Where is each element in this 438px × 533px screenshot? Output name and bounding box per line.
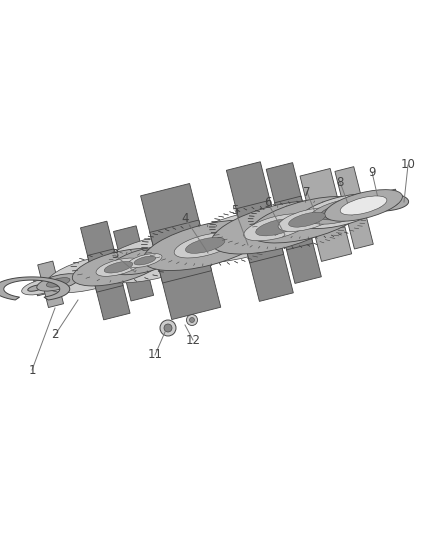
Ellipse shape bbox=[143, 220, 267, 271]
Ellipse shape bbox=[278, 208, 336, 231]
Ellipse shape bbox=[319, 203, 362, 220]
Polygon shape bbox=[226, 162, 293, 301]
Text: 8: 8 bbox=[336, 175, 344, 189]
Text: 6: 6 bbox=[264, 197, 272, 209]
Ellipse shape bbox=[128, 254, 162, 268]
Ellipse shape bbox=[28, 285, 43, 291]
Ellipse shape bbox=[223, 203, 338, 249]
Ellipse shape bbox=[190, 237, 228, 252]
Polygon shape bbox=[88, 249, 123, 292]
Polygon shape bbox=[113, 226, 154, 301]
Ellipse shape bbox=[306, 195, 384, 226]
Polygon shape bbox=[275, 196, 313, 250]
Ellipse shape bbox=[46, 255, 138, 293]
Ellipse shape bbox=[289, 212, 325, 227]
Text: 3: 3 bbox=[111, 248, 119, 262]
Ellipse shape bbox=[131, 247, 182, 268]
Ellipse shape bbox=[216, 225, 270, 247]
Polygon shape bbox=[38, 261, 64, 308]
Polygon shape bbox=[81, 221, 130, 320]
Ellipse shape bbox=[257, 217, 304, 236]
Polygon shape bbox=[236, 200, 284, 263]
Text: 2: 2 bbox=[51, 328, 59, 342]
Ellipse shape bbox=[386, 195, 402, 201]
Polygon shape bbox=[335, 167, 373, 249]
Ellipse shape bbox=[46, 278, 70, 287]
Ellipse shape bbox=[108, 261, 136, 272]
Ellipse shape bbox=[134, 256, 156, 265]
Ellipse shape bbox=[187, 314, 198, 326]
Ellipse shape bbox=[21, 278, 64, 295]
Polygon shape bbox=[349, 193, 409, 211]
Ellipse shape bbox=[223, 228, 262, 244]
Ellipse shape bbox=[256, 219, 298, 236]
Text: 5: 5 bbox=[231, 204, 239, 216]
Ellipse shape bbox=[104, 261, 133, 273]
Ellipse shape bbox=[309, 198, 373, 224]
Text: 11: 11 bbox=[148, 349, 162, 361]
Text: 9: 9 bbox=[368, 166, 376, 179]
Ellipse shape bbox=[298, 194, 384, 229]
Ellipse shape bbox=[268, 201, 353, 236]
Polygon shape bbox=[300, 168, 352, 261]
Polygon shape bbox=[150, 220, 212, 283]
Ellipse shape bbox=[94, 232, 218, 283]
Ellipse shape bbox=[74, 266, 110, 281]
Polygon shape bbox=[0, 277, 70, 300]
Ellipse shape bbox=[174, 233, 236, 258]
Ellipse shape bbox=[37, 274, 80, 291]
Text: 10: 10 bbox=[401, 158, 415, 172]
Ellipse shape bbox=[244, 214, 310, 241]
Polygon shape bbox=[79, 189, 399, 285]
Ellipse shape bbox=[250, 197, 364, 243]
Polygon shape bbox=[119, 247, 148, 280]
Ellipse shape bbox=[160, 320, 176, 336]
Ellipse shape bbox=[177, 209, 309, 263]
Ellipse shape bbox=[96, 258, 141, 276]
Ellipse shape bbox=[88, 252, 157, 280]
Ellipse shape bbox=[185, 237, 225, 253]
Text: 7: 7 bbox=[303, 185, 311, 198]
Ellipse shape bbox=[340, 196, 387, 215]
Polygon shape bbox=[34, 269, 83, 296]
Polygon shape bbox=[204, 216, 248, 264]
Ellipse shape bbox=[321, 201, 368, 220]
Text: 12: 12 bbox=[186, 334, 201, 346]
Polygon shape bbox=[141, 183, 221, 320]
Ellipse shape bbox=[164, 324, 172, 332]
Text: 4: 4 bbox=[181, 212, 189, 224]
Text: 1: 1 bbox=[28, 364, 36, 376]
Ellipse shape bbox=[110, 246, 180, 274]
Ellipse shape bbox=[328, 206, 354, 216]
Ellipse shape bbox=[211, 200, 343, 254]
Ellipse shape bbox=[325, 190, 403, 221]
Ellipse shape bbox=[72, 248, 165, 286]
Polygon shape bbox=[266, 163, 321, 284]
Ellipse shape bbox=[190, 318, 194, 322]
